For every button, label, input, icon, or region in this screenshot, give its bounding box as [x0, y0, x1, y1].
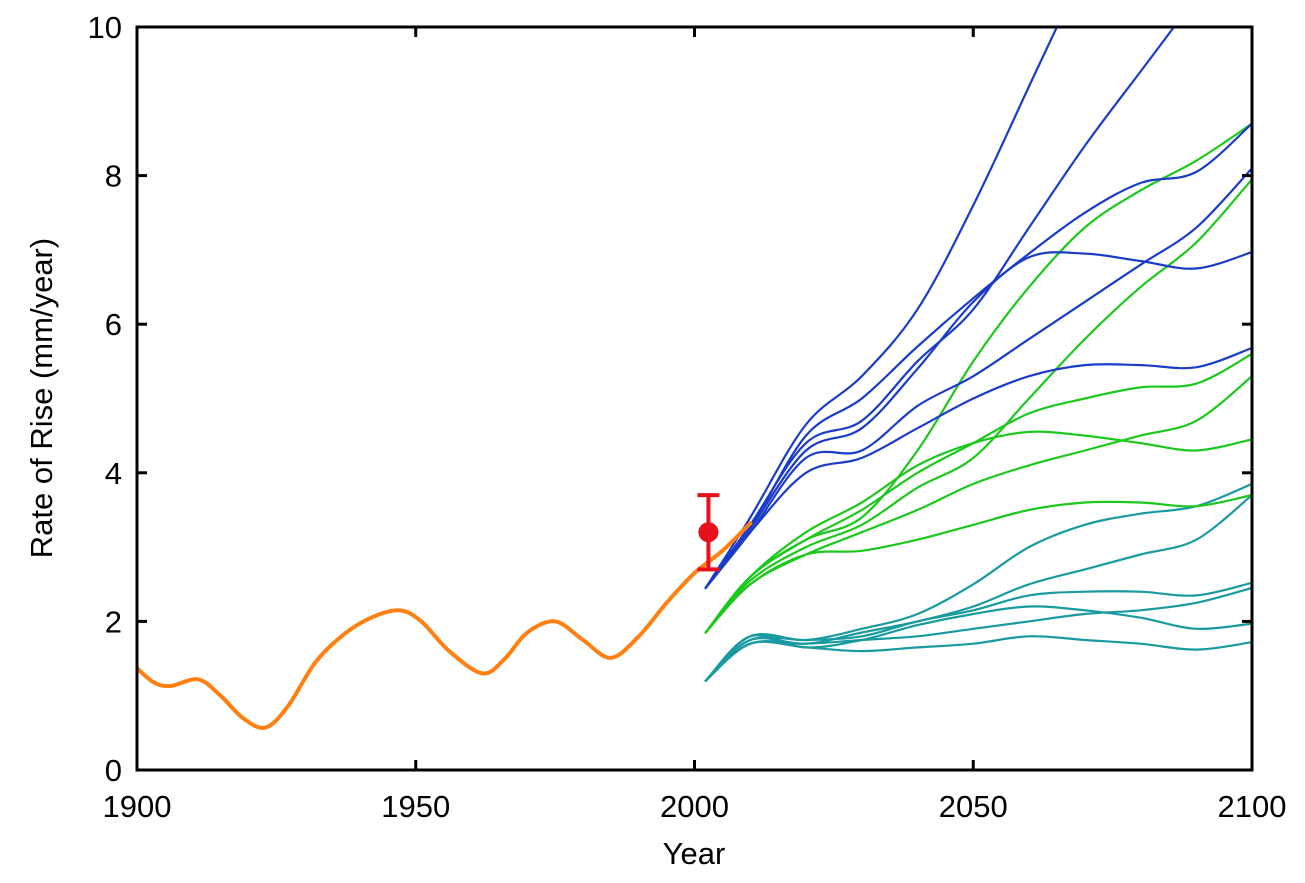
x-tick-label-1950: 1950	[381, 789, 450, 824]
series-line-low-4	[704, 586, 1252, 682]
y-tick-label-2: 2	[105, 604, 122, 639]
series-line-mid-2	[704, 178, 1252, 634]
series-line-mid-5	[704, 430, 1252, 634]
series-layer	[137, 27, 1252, 730]
series-line-high-3	[704, 122, 1252, 590]
y-axis-title: Rate of Rise (mm/year)	[24, 238, 59, 558]
series-line-high-2	[704, 27, 1176, 590]
y-tick-label-10: 10	[88, 10, 122, 45]
series-line-mid-6	[704, 494, 1252, 634]
x-axis-title: Year	[663, 836, 726, 871]
ticks-layer	[135, 25, 1254, 772]
series-line-mid-4	[704, 375, 1252, 634]
series-line-high-5	[704, 167, 1252, 590]
y-tick-label-6: 6	[105, 307, 122, 342]
observation-point	[698, 522, 719, 543]
y-tick-label-0: 0	[105, 753, 122, 788]
series-line-high-1	[704, 27, 1058, 590]
x-tick-label-2050: 2050	[939, 789, 1008, 824]
x-tick-label-1900: 1900	[103, 789, 172, 824]
y-tick-label-4: 4	[105, 456, 122, 491]
series-line-low-1	[704, 482, 1252, 682]
series-line-high-6	[704, 346, 1252, 590]
x-tick-label-2000: 2000	[660, 789, 729, 824]
observation-layer	[697, 493, 720, 572]
series-line-low-3	[704, 581, 1252, 682]
series-line-low-6	[704, 635, 1252, 682]
y-tick-label-8: 8	[105, 159, 122, 194]
x-tick-label-2100: 2100	[1218, 789, 1287, 824]
series-line-low-5	[704, 605, 1252, 682]
series-line-historical	[137, 521, 753, 730]
